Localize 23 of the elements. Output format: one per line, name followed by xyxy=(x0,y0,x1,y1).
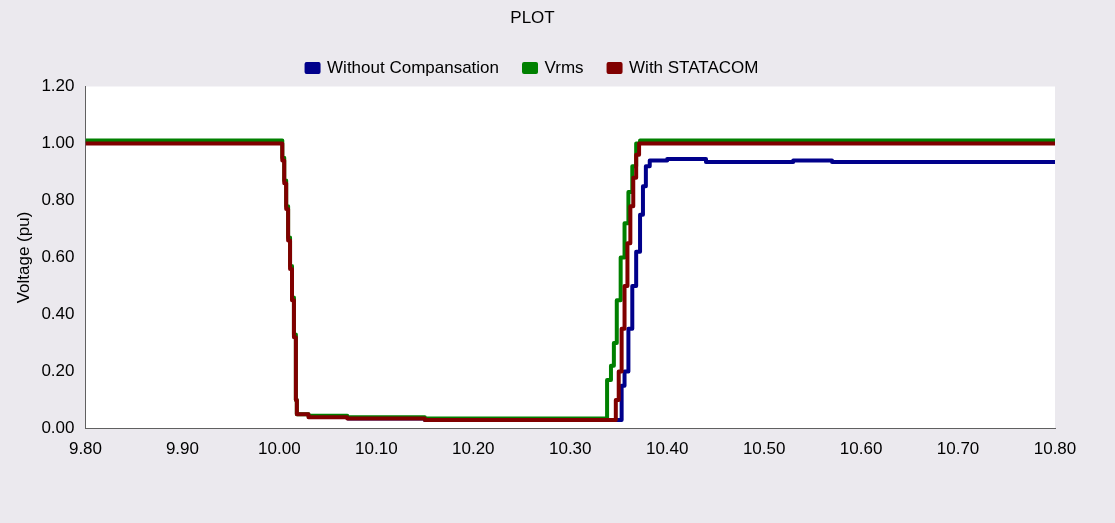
x-tick-label: 10.10 xyxy=(355,439,398,459)
y-tick-label: 1.20 xyxy=(41,76,75,96)
x-tick-label: 9.90 xyxy=(165,439,199,459)
y-tick-label: 0.00 xyxy=(41,418,75,438)
legend-label: Vrms xyxy=(544,57,584,77)
x-tick-label: 10.40 xyxy=(645,439,689,459)
x-tick-label: 9.80 xyxy=(68,439,103,459)
chart-title: PLOT xyxy=(510,7,555,27)
y-tick-label: 0.80 xyxy=(41,190,75,210)
x-tick-label: 10.30 xyxy=(548,439,592,459)
legend-label: Without Compansation xyxy=(327,57,500,77)
x-tick-label: 10.50 xyxy=(742,439,786,459)
x-tick-label: 10.80 xyxy=(1033,439,1077,459)
y-tick-label: 1.00 xyxy=(41,133,75,153)
x-tick-label: 10.60 xyxy=(839,439,883,459)
x-tick-label: 10.70 xyxy=(936,439,980,459)
legend-label: With STATACOM xyxy=(629,57,759,77)
y-tick-label: 0.40 xyxy=(41,304,75,324)
y-tick-label: 0.20 xyxy=(41,361,75,381)
x-tick-label: 10.00 xyxy=(258,439,301,459)
y-axis-title: Voltage (pu) xyxy=(13,211,33,304)
y-tick-label: 0.60 xyxy=(41,247,75,267)
x-tick-label: 10.20 xyxy=(452,439,495,459)
